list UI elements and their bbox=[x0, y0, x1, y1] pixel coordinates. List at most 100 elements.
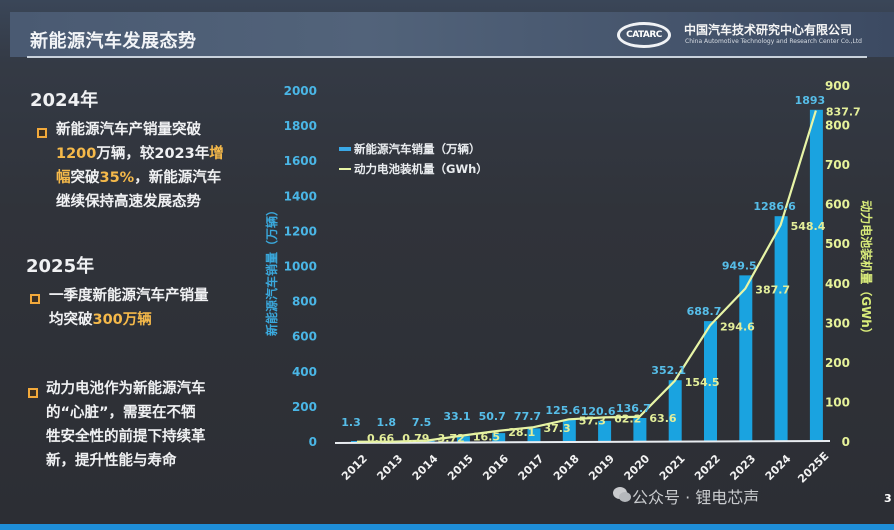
x-label: 2012 bbox=[339, 452, 370, 483]
left-tick: 1400 bbox=[284, 189, 317, 203]
line-label: 0.79 bbox=[402, 432, 429, 445]
x-label: 2025E bbox=[795, 449, 831, 485]
left-axis-ticks: 0 200 400 600 800 1000 1200 1400 1600 1800 2000 bbox=[284, 84, 317, 449]
x-label: 2020 bbox=[622, 452, 653, 483]
x-axis-line bbox=[334, 440, 831, 444]
legend-battery: 动力电池装机量（GWh） bbox=[354, 162, 488, 176]
bar-label: 1893 bbox=[795, 94, 826, 107]
bar-label: 7.5 bbox=[412, 416, 432, 429]
bar-label: 136.7 bbox=[616, 402, 651, 415]
year-2024-heading: 2024年 bbox=[30, 90, 99, 111]
bar bbox=[774, 216, 788, 442]
x-label: 2019 bbox=[586, 452, 617, 483]
x-label: 2016 bbox=[480, 452, 511, 483]
bar-label: 1286.6 bbox=[753, 200, 796, 213]
line-label: 3.72 bbox=[438, 432, 465, 445]
page-title: 新能源汽车发展态势 bbox=[30, 31, 197, 52]
x-label: 2024 bbox=[763, 452, 794, 483]
right-tick: 900 bbox=[825, 79, 850, 93]
right-tick: 800 bbox=[825, 119, 850, 133]
right-axis-ticks: 0 100 200 300 400 500 600 700 800 900 bbox=[825, 79, 850, 449]
legend-sales: 新能源汽车销量（万辆） bbox=[354, 142, 481, 156]
bar-label: 77.7 bbox=[514, 410, 541, 423]
left-tick: 200 bbox=[292, 400, 317, 414]
left-tick: 1600 bbox=[284, 154, 317, 168]
right-tick: 100 bbox=[825, 395, 850, 409]
line-label: 154.5 bbox=[685, 376, 720, 389]
watermark: 公众号 · 锂电芯声 bbox=[632, 488, 760, 507]
right-tick: 700 bbox=[825, 158, 850, 172]
line: 均突破300万辆 bbox=[49, 312, 152, 328]
bar-label: 33.1 bbox=[443, 410, 470, 423]
battery-note: 动力电池作为新能源汽车 的“心脏”，需要在不牺 牲安全性的前提下持续革 新，提升… bbox=[46, 381, 206, 469]
bullet-square-icon bbox=[37, 128, 47, 138]
header-band bbox=[10, 12, 894, 57]
right-tick: 400 bbox=[825, 277, 850, 291]
right-axis-title: 动力电池装机量（GWh） bbox=[859, 200, 874, 340]
x-label: 2013 bbox=[374, 452, 405, 483]
left-tick: 0 bbox=[309, 435, 317, 449]
x-label: 2015 bbox=[445, 452, 476, 483]
bar-label: 125.6 bbox=[545, 404, 580, 417]
line-value-labels: 0.66 0.79 3.72 16.5 28.1 37.3 57.3 62.2 63.6 154.… bbox=[367, 106, 861, 445]
wechat-icon bbox=[613, 487, 631, 502]
bar bbox=[704, 321, 717, 442]
catarc-logo-icon: CATARC bbox=[617, 22, 671, 48]
line: 新能源汽车产销量突破 bbox=[56, 122, 201, 138]
line-label: 62.2 bbox=[614, 412, 641, 425]
bar bbox=[739, 275, 753, 442]
summary-2025: 一季度新能源汽车产销量 均突破300万辆 bbox=[49, 284, 269, 332]
line-label: 387.7 bbox=[755, 284, 790, 297]
bar bbox=[668, 380, 682, 442]
org-name-cn: 中国汽车技术研究中心有限公司 bbox=[684, 23, 853, 37]
x-label: 2017 bbox=[516, 452, 547, 483]
right-tick: 600 bbox=[825, 198, 850, 212]
bar-value-labels: 1.3 1.8 7.5 33.1 50.7 77.7 125.6 120.6 136.7 352.… bbox=[341, 94, 825, 429]
bullet-square-icon bbox=[28, 388, 38, 398]
left-tick: 400 bbox=[292, 365, 317, 379]
bar-label: 1.3 bbox=[341, 416, 361, 429]
left-tick: 1000 bbox=[284, 260, 317, 274]
left-tick: 1200 bbox=[284, 224, 317, 238]
year-2025-heading: 2025年 bbox=[26, 256, 95, 277]
x-label: 2021 bbox=[657, 452, 688, 483]
bar bbox=[598, 420, 612, 442]
left-tick: 800 bbox=[292, 295, 317, 309]
bar bbox=[633, 418, 647, 442]
line-label: 837.7 bbox=[826, 106, 861, 119]
page-number: 3 bbox=[884, 492, 892, 505]
bottom-accent-bar bbox=[0, 524, 894, 530]
line-label: 0.66 bbox=[367, 432, 394, 445]
bar bbox=[809, 109, 823, 442]
battery-line bbox=[357, 110, 817, 443]
org-name-en: China Automotive Technology and Research… bbox=[685, 38, 862, 45]
line-label: 57.3 bbox=[579, 414, 606, 427]
summary-2024: 新能源汽车产销量突破 1200万辆，较2023年增 幅突破35%，新能源汽车 继… bbox=[56, 118, 276, 214]
right-tick: 0 bbox=[842, 435, 850, 449]
bullet-square-icon bbox=[30, 294, 40, 304]
header-divider bbox=[27, 56, 867, 58]
bar-label: 949.5 bbox=[722, 259, 757, 272]
x-axis-labels: 2012 2013 2014 2015 2016 2017 2018 2019 2020 2021… bbox=[339, 449, 831, 485]
legend-bar-swatch bbox=[339, 147, 351, 151]
bar-label: 352.1 bbox=[651, 364, 686, 377]
bar-label: 688.7 bbox=[687, 305, 722, 318]
x-label: 2023 bbox=[727, 452, 758, 483]
line-label: 37.3 bbox=[544, 422, 571, 435]
right-tick: 300 bbox=[825, 316, 850, 330]
line-label: 63.6 bbox=[649, 412, 676, 425]
left-tick: 600 bbox=[292, 330, 317, 344]
bar-label: 50.7 bbox=[479, 410, 506, 423]
bar-label: 1.8 bbox=[377, 416, 397, 429]
left-axis-title: 新能源汽车销量（万辆） bbox=[264, 204, 279, 336]
line-label: 294.6 bbox=[720, 320, 755, 333]
line: 1200万辆，较2023年增 bbox=[56, 146, 224, 162]
sales-bars bbox=[351, 109, 823, 442]
bar bbox=[527, 428, 541, 442]
left-tick: 1800 bbox=[284, 119, 317, 133]
x-label: 2022 bbox=[692, 452, 723, 483]
bar bbox=[492, 433, 506, 442]
line-label: 16.5 bbox=[473, 430, 500, 443]
